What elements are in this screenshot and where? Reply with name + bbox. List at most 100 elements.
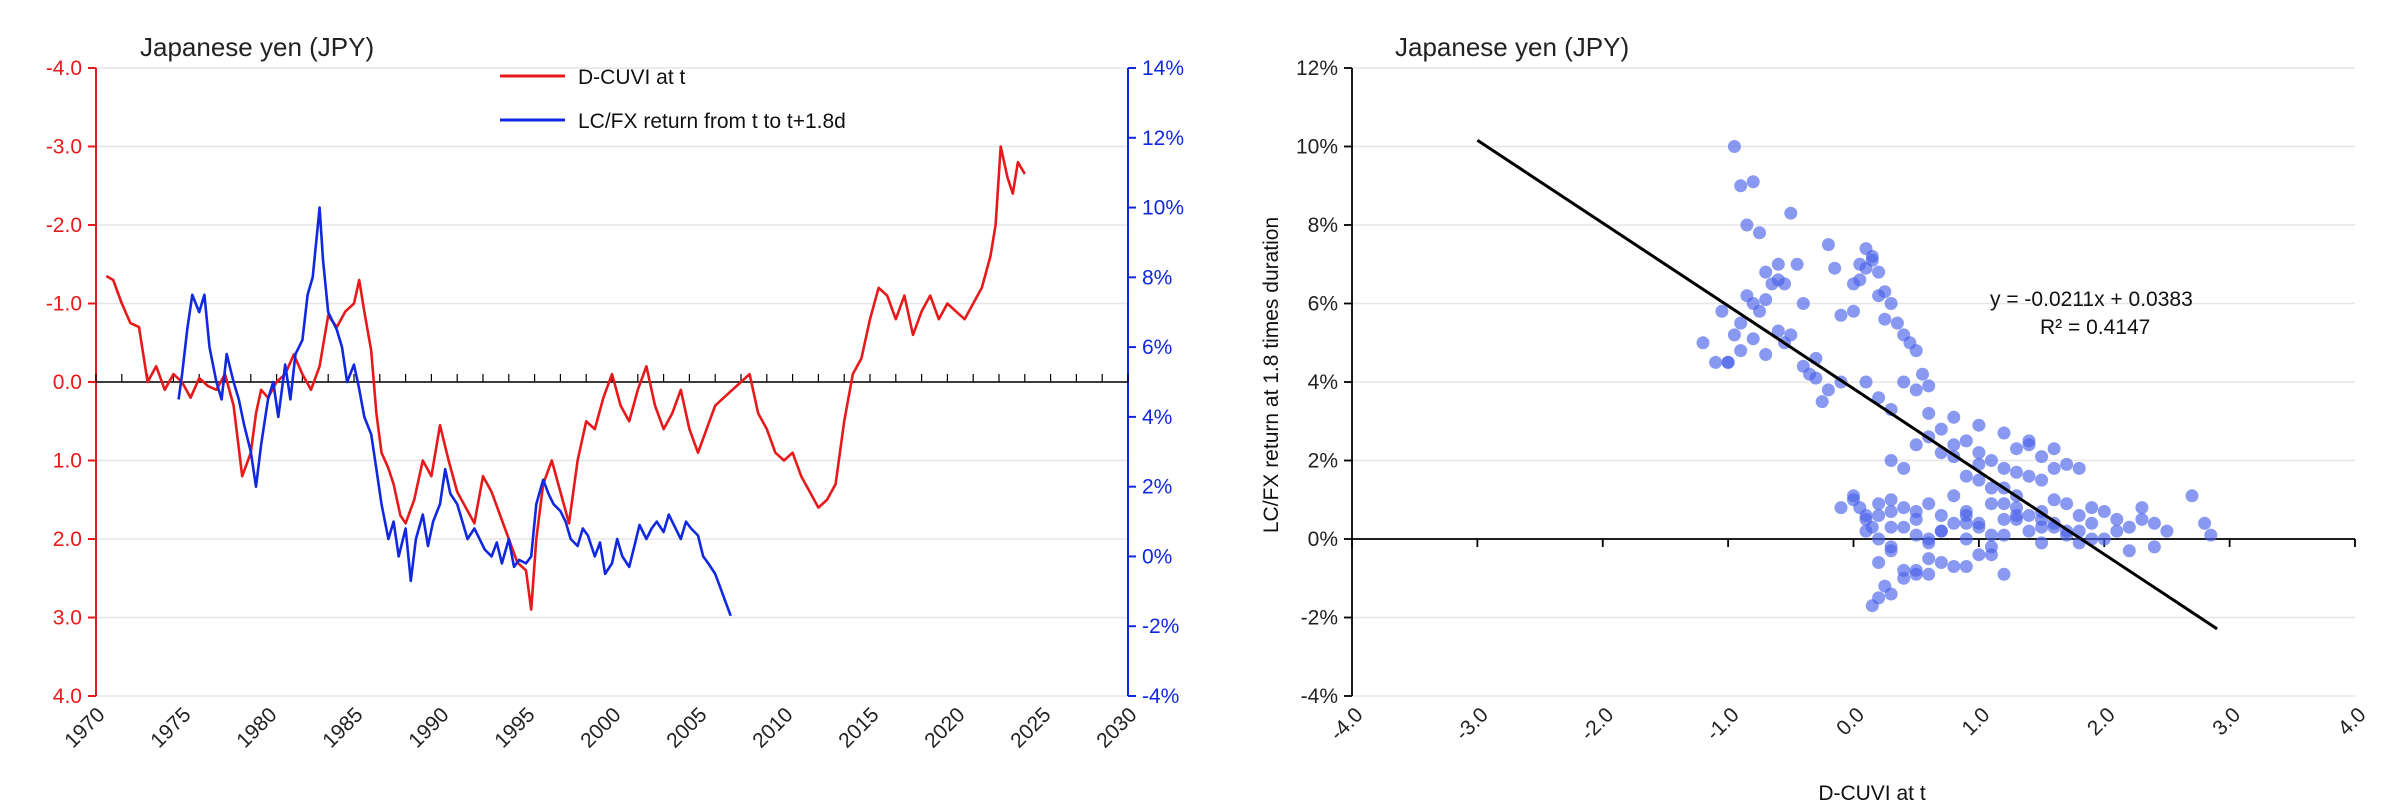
scatter-point (2072, 509, 2086, 522)
scatter-x-tick-label: -2.0 (1576, 703, 1618, 745)
scatter-point (1796, 297, 1810, 310)
scatter-point (1809, 371, 1823, 385)
scatter-point (1709, 355, 1723, 369)
x-tick-label: 1980 (232, 703, 281, 752)
scatter-point (1922, 567, 1936, 581)
scatter-point (1934, 509, 1948, 522)
scatter-point (1884, 454, 1898, 467)
scatter-point (1734, 344, 1748, 358)
scatter-point (1872, 556, 1886, 569)
scatter-point (1872, 289, 1886, 303)
scatter-point (1972, 520, 1986, 534)
scatter-point (1997, 461, 2011, 475)
scatter-x-tick-label: 2.0 (2083, 703, 2120, 740)
scatter-point (2135, 501, 2149, 515)
scatter-point (1947, 438, 1961, 452)
scatter-point (1853, 501, 1867, 515)
scatter-point (2047, 461, 2061, 475)
scatter-x-tick-label: -4.0 (1326, 703, 1368, 745)
scatter-point (2010, 509, 2023, 522)
right-y-tick-label: 8% (1142, 266, 1172, 289)
scatter-y-tick-label: -4% (1301, 685, 1338, 708)
scatter-point (1740, 218, 1754, 232)
scatter-point (1884, 587, 1898, 601)
scatter-y-ticks: 12% 10% 8% 6% 4% 2% 0% -2% -4% (1296, 57, 1352, 708)
scatter-points (1696, 140, 2218, 613)
scatter-y-tick-label: 2% (1308, 450, 1338, 473)
scatter-point (2185, 489, 2199, 503)
scatter-point (1959, 469, 1973, 483)
scatter-point (1922, 379, 1936, 393)
scatter-point (1890, 316, 1904, 330)
scatter-point (1865, 520, 1879, 534)
scatter-y-tick-label: 4% (1308, 371, 1338, 394)
scatter-point (1934, 524, 1948, 538)
right-y-ticks: 14% 12% 10% 8% 6% 4% 2% 0% -2% -4% (1128, 57, 1184, 708)
scatter-point (1909, 344, 1923, 358)
scatter-point (1947, 489, 1961, 503)
right-y-tick-label: 4% (1142, 406, 1172, 429)
scatter-point (1884, 493, 1898, 507)
scatter-point (1771, 324, 1785, 338)
right-y-tick-label: 2% (1142, 476, 1172, 499)
scatter-point (1727, 328, 1741, 342)
x-tick-label: 1970 (60, 703, 109, 752)
scatter-point (1909, 438, 1923, 452)
scatter-point (1872, 509, 1886, 522)
left-y-tick-label: -4.0 (46, 57, 82, 80)
scatter-point (1959, 532, 1973, 546)
scatter-point (1872, 497, 1886, 511)
scatter-point (1909, 528, 1923, 542)
scatter-point (1947, 560, 1961, 573)
left-y-tick-label: 0.0 (53, 371, 82, 394)
scatter-point (2085, 501, 2099, 515)
scatter-point (1997, 426, 2011, 440)
scatter-point (2022, 524, 2036, 538)
scatter-y-tick-label: 8% (1308, 214, 1338, 237)
scatter-point (2147, 516, 2161, 530)
legend: D-CUVI at t LC/FX return from t to t+1.8… (500, 66, 846, 133)
scatter-point (2147, 540, 2161, 554)
scatter-point (1884, 297, 1898, 310)
scatter-point (1847, 489, 1860, 503)
scatter-point (1696, 336, 1710, 350)
dcuvi-line (105, 145, 1026, 611)
left-chart-title: Japanese yen (JPY) (140, 32, 374, 62)
scatter-point (1947, 410, 1961, 424)
scatter-point (1753, 304, 1766, 318)
scatter-point (1753, 226, 1766, 240)
x-tick-label: 2000 (576, 703, 625, 752)
left-y-tick-label: -1.0 (46, 293, 82, 316)
scatter-point (2047, 493, 2061, 507)
trendline-equation: y = -0.0211x + 0.0383 (1990, 288, 2193, 311)
x-tick-label: 2020 (920, 703, 969, 752)
scatter-point (2010, 442, 2023, 456)
return-line (177, 206, 732, 617)
scatter-point (1872, 265, 1886, 279)
scatter-point (2122, 544, 2136, 558)
scatter-point (1734, 316, 1748, 330)
scatter-point (1909, 563, 1923, 577)
scatter-point (1922, 406, 1936, 420)
scatter-point (1746, 332, 1760, 346)
scatter-point (1934, 422, 1948, 436)
scatter-point (2022, 509, 2036, 522)
scatter-point (1847, 304, 1860, 318)
scatter-point (1909, 383, 1923, 397)
scatter-point (2204, 528, 2218, 542)
scatter-point (1934, 556, 1948, 569)
right-chart-title: Japanese yen (JPY) (1395, 32, 1629, 62)
line-series (105, 145, 1026, 617)
scatter-point (1984, 528, 1998, 542)
scatter-point (1872, 591, 1886, 605)
scatter-y-tick-label: 6% (1308, 293, 1338, 316)
right-y-tick-label: 0% (1142, 545, 1172, 568)
scatter-point (1972, 548, 1986, 562)
scatter-point (1884, 544, 1898, 558)
scatter-point (1997, 512, 2011, 526)
right-y-tick-label: -2% (1142, 615, 1179, 638)
scatter-x-tick-label: 1.0 (1957, 703, 1994, 740)
scatter-point (1984, 497, 1998, 511)
scatter-point (2110, 524, 2124, 538)
scatter-point (2097, 505, 2111, 518)
